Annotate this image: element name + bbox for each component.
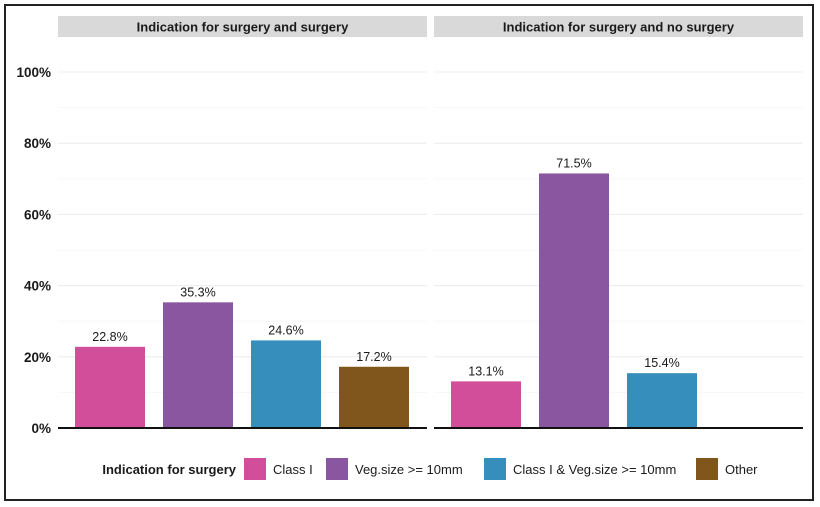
bar: [339, 366, 409, 428]
legend-label: Other: [725, 462, 758, 477]
bar: [75, 346, 145, 428]
y-tick-label: 40%: [24, 279, 51, 294]
y-tick-label: 60%: [24, 207, 51, 222]
bar: [539, 173, 609, 428]
bar-data-label: 71.5%: [556, 156, 591, 170]
legend-label: Class I: [273, 462, 313, 477]
legend-title: Indication for surgery: [102, 462, 236, 477]
legend-label: Class I & Veg.size >= 10mm: [513, 462, 676, 477]
facet-title: Indication for surgery and surgery: [137, 20, 349, 35]
facet-strip: [434, 16, 803, 37]
bar: [251, 340, 321, 428]
facet-title: Indication for surgery and no surgery: [503, 20, 735, 35]
legend-swatch: [484, 458, 506, 480]
y-tick-label: 0%: [31, 421, 51, 436]
legend-swatch: [696, 458, 718, 480]
bar: [163, 302, 233, 428]
bar-data-label: 13.1%: [468, 364, 503, 378]
bar: [627, 373, 697, 428]
y-tick-label: 80%: [24, 136, 51, 151]
bar-data-label: 15.4%: [644, 356, 679, 370]
y-tick-label: 20%: [24, 350, 51, 365]
bar-data-label: 22.8%: [92, 330, 127, 344]
legend-swatch: [244, 458, 266, 480]
legend-label: Veg.size >= 10mm: [355, 462, 463, 477]
bar-data-label: 17.2%: [356, 350, 391, 364]
bar-data-label: 35.3%: [180, 285, 215, 299]
bar-data-label: 24.6%: [268, 323, 303, 337]
y-tick-label: 100%: [16, 65, 51, 80]
bar: [451, 381, 521, 428]
facet-strip: [58, 16, 427, 37]
legend-swatch: [326, 458, 348, 480]
